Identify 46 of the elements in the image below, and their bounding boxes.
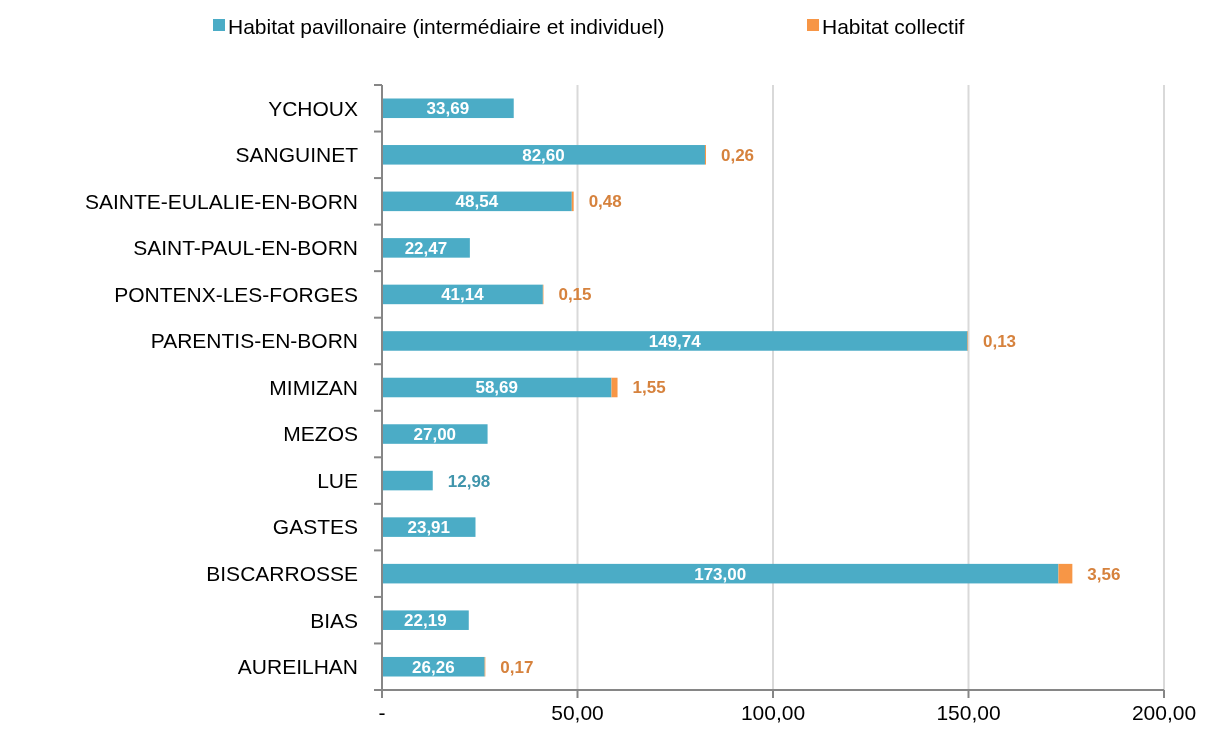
- y-tick-label: SAINTE-EULALIE-EN-BORN: [84, 189, 358, 213]
- data-label: 23,91: [407, 518, 451, 538]
- y-tick-label: SAINT-PAUL-EN-BORN: [133, 236, 358, 260]
- x-tick-label: 50,00: [551, 701, 604, 724]
- y-tick-label: LUE: [317, 468, 358, 492]
- data-label: 0,15: [558, 285, 592, 305]
- y-tick-label: MIMIZAN: [269, 375, 358, 399]
- data-label: 26,26: [412, 657, 455, 677]
- y-tick-label: MEZOS: [283, 422, 358, 446]
- data-label: 27,00: [413, 424, 457, 444]
- data-label: 22,19: [404, 611, 447, 631]
- data-label: 173,00: [694, 564, 747, 584]
- data-label: 3,56: [1087, 564, 1121, 584]
- data-label: 1,55: [632, 378, 666, 398]
- data-label: 33,69: [426, 99, 470, 119]
- y-tick-label: PONTENX-LES-FORGES: [114, 282, 358, 306]
- bar: [1058, 563, 1073, 584]
- bar: [382, 470, 433, 491]
- y-tick-label: YCHOUX: [268, 96, 358, 120]
- data-label: 22,47: [404, 238, 448, 258]
- data-label: 149,74: [648, 331, 702, 351]
- bar: [382, 563, 1059, 584]
- y-tick-label: BIAS: [310, 608, 358, 632]
- x-tick-label: 100,00: [740, 701, 806, 724]
- data-label: 0,48: [588, 192, 622, 212]
- data-label: 58,69: [475, 378, 519, 398]
- x-tick-label: -: [378, 701, 386, 724]
- y-tick-label: AUREILHAN: [237, 655, 358, 679]
- data-label: 82,60: [522, 145, 565, 165]
- data-label: 0,13: [982, 331, 1017, 351]
- x-tick-label: 200,00: [1131, 701, 1197, 724]
- legend-label: Habitat pavillonaire (intermédiaire et individuel): [228, 15, 665, 39]
- y-tick-label: GASTES: [272, 515, 358, 539]
- bar: [382, 145, 705, 165]
- data-label: 12,98: [447, 471, 491, 491]
- y-tick-label: SANGUINET: [235, 143, 359, 167]
- data-label: 0,26: [720, 145, 755, 165]
- legend-label: Habitat collectif: [822, 15, 965, 39]
- data-label: 41,14: [441, 285, 485, 305]
- x-tick-label: 150,00: [936, 701, 1001, 724]
- y-tick-label: PARENTIS-EN-BORN: [150, 329, 358, 353]
- data-label: 48,54: [455, 192, 499, 212]
- bar: [382, 331, 968, 351]
- y-tick-label: BISCARROSSE: [206, 562, 358, 585]
- data-label: 0,17: [500, 657, 534, 677]
- bar: [611, 377, 618, 398]
